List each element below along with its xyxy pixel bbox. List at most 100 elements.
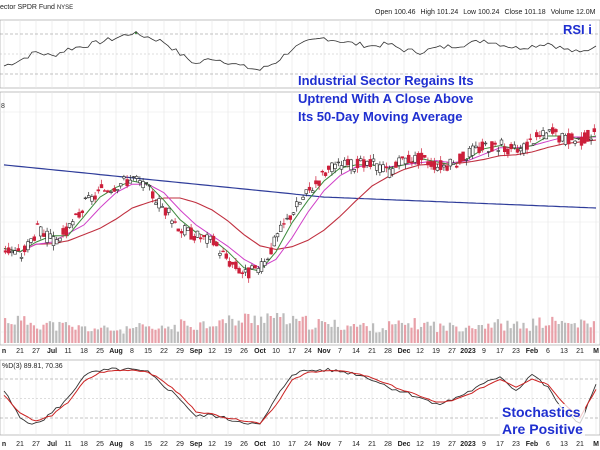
volume-bar bbox=[263, 322, 266, 343]
stochastics-annotation-line-2: Are Positive bbox=[502, 421, 583, 437]
candle-body bbox=[109, 191, 113, 194]
candle-body bbox=[38, 226, 43, 237]
candle-body bbox=[422, 155, 427, 158]
volume-bar bbox=[288, 323, 291, 343]
candle-body bbox=[365, 161, 369, 166]
volume-bar bbox=[10, 324, 13, 343]
candle-body bbox=[390, 168, 395, 175]
candle-body bbox=[509, 143, 513, 150]
volume-bar bbox=[426, 321, 429, 343]
candle-body bbox=[512, 144, 517, 149]
volume-bar bbox=[138, 323, 141, 343]
volume-bar bbox=[445, 330, 448, 343]
candle-body bbox=[352, 169, 356, 172]
volume-bar bbox=[564, 322, 567, 343]
date-label-bottom: 27 bbox=[448, 441, 456, 448]
volume-bar bbox=[573, 323, 576, 343]
candle-body bbox=[541, 130, 545, 136]
volume-bar bbox=[4, 318, 7, 343]
date-label-bottom: Feb bbox=[526, 441, 538, 448]
candle-body bbox=[499, 139, 504, 145]
date-label: 25 bbox=[96, 348, 104, 355]
date-label-bottom: Oct bbox=[254, 441, 266, 448]
candle-body bbox=[189, 227, 193, 240]
volume-bar bbox=[327, 324, 330, 343]
volume-bar bbox=[362, 323, 365, 343]
volume-bar bbox=[423, 322, 426, 343]
main-annotation-line-2: Uptrend With A Close Above bbox=[298, 91, 474, 106]
volume-bar bbox=[420, 326, 423, 343]
volume-bar bbox=[154, 329, 157, 343]
candle-body bbox=[566, 133, 571, 145]
candle-body bbox=[464, 159, 468, 161]
candle-body bbox=[99, 184, 104, 189]
volume-bar bbox=[132, 328, 135, 343]
volume-bar bbox=[170, 329, 173, 343]
volume-bar bbox=[570, 323, 573, 343]
date-label: Feb bbox=[526, 348, 538, 355]
candle-body bbox=[461, 151, 465, 162]
candle-body bbox=[474, 145, 478, 148]
candle-body bbox=[336, 161, 340, 164]
candle-body bbox=[534, 132, 539, 138]
candle-body bbox=[262, 261, 267, 266]
candle-body bbox=[301, 196, 305, 200]
volume-bar bbox=[218, 320, 221, 343]
volume-bar bbox=[183, 320, 186, 343]
date-label-bottom: 27 bbox=[32, 441, 40, 448]
date-label: 9 bbox=[482, 348, 486, 355]
volume-bar bbox=[119, 329, 122, 343]
date-label-bottom: 23 bbox=[512, 441, 520, 448]
volume-bar bbox=[333, 319, 336, 343]
candle-body bbox=[432, 161, 436, 170]
candle-body bbox=[483, 142, 488, 145]
stoch-legend: %D(3) 89.81, 70.36 bbox=[2, 363, 63, 370]
candle-body bbox=[61, 228, 65, 235]
date-label-bottom: 13 bbox=[560, 441, 568, 448]
volume-bar bbox=[20, 320, 23, 343]
ohlcv-item-low: Low 100.24 bbox=[463, 9, 500, 16]
candle-body bbox=[502, 146, 507, 153]
ohlcv-item-volume: Volume 12.0M bbox=[550, 9, 596, 16]
candle-body bbox=[26, 241, 30, 251]
candle-body bbox=[477, 146, 481, 153]
volume-bar bbox=[576, 327, 579, 343]
candle-body bbox=[576, 137, 581, 140]
candle-body bbox=[397, 157, 401, 166]
candle-body bbox=[358, 158, 363, 162]
volume-bar bbox=[45, 322, 48, 343]
candle-body bbox=[582, 132, 587, 144]
volume-bar bbox=[164, 328, 167, 343]
candle-body bbox=[205, 234, 209, 244]
candle-body bbox=[211, 235, 216, 246]
candle-body bbox=[307, 186, 312, 191]
candle-body bbox=[458, 153, 462, 163]
rsi-line bbox=[3, 31, 597, 71]
candle-body bbox=[58, 237, 62, 242]
date-label: Aug bbox=[109, 348, 123, 355]
candle-body bbox=[67, 223, 72, 228]
rsi-annotation: RSI i bbox=[563, 22, 592, 37]
volume-bar bbox=[567, 323, 570, 343]
volume-bar bbox=[372, 323, 375, 343]
candle-body bbox=[442, 164, 446, 168]
volume-bar bbox=[391, 324, 394, 343]
candle-body bbox=[490, 141, 494, 152]
volume-bar bbox=[208, 326, 211, 343]
volume-bar bbox=[336, 326, 339, 343]
candle-body bbox=[195, 230, 200, 238]
candle-body bbox=[342, 159, 347, 167]
date-label: 28 bbox=[384, 348, 392, 355]
candle-body bbox=[48, 233, 53, 239]
volume-bar bbox=[173, 324, 176, 343]
volume-bar bbox=[493, 322, 496, 343]
volume-bar bbox=[490, 327, 493, 343]
volume-bar bbox=[464, 327, 467, 343]
candle-body bbox=[202, 234, 206, 237]
candle-body bbox=[173, 221, 177, 223]
date-label: M bbox=[593, 348, 599, 355]
candle-body bbox=[131, 176, 136, 178]
date-label: Oct bbox=[254, 348, 266, 355]
date-label: 18 bbox=[80, 348, 88, 355]
ohlcv-readout: Open 100.46 High 101.24 Low 100.24 Close 10… bbox=[375, 9, 600, 16]
